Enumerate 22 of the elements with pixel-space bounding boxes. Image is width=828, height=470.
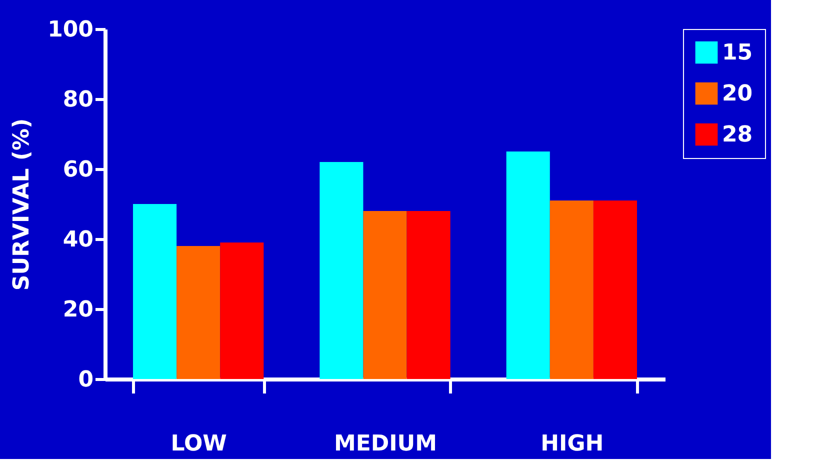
y-axis-title: SURVIVAL (%) — [10, 118, 35, 291]
bar — [550, 200, 594, 379]
bar — [593, 200, 637, 379]
legend-label: 20 — [722, 82, 753, 106]
y-tick-label: 60 — [62, 158, 94, 182]
legend-label: 15 — [722, 40, 753, 66]
bar — [176, 246, 220, 379]
bar — [506, 152, 550, 379]
y-tick-label: 40 — [62, 228, 94, 252]
x-tick-label: MEDIUM — [334, 432, 438, 456]
bar — [320, 162, 364, 379]
y-tick-label: 0 — [78, 368, 94, 392]
y-tick-label: 100 — [48, 18, 94, 42]
bar — [220, 242, 264, 379]
bar — [363, 211, 407, 379]
y-tick-label: 80 — [62, 88, 94, 112]
bar — [406, 211, 450, 379]
legend-label: 28 — [722, 122, 753, 148]
bar — [133, 204, 177, 379]
x-tick-label: HIGH — [540, 432, 604, 456]
y-tick-label: 20 — [62, 298, 94, 322]
x-tick-label: LOW — [170, 432, 227, 456]
